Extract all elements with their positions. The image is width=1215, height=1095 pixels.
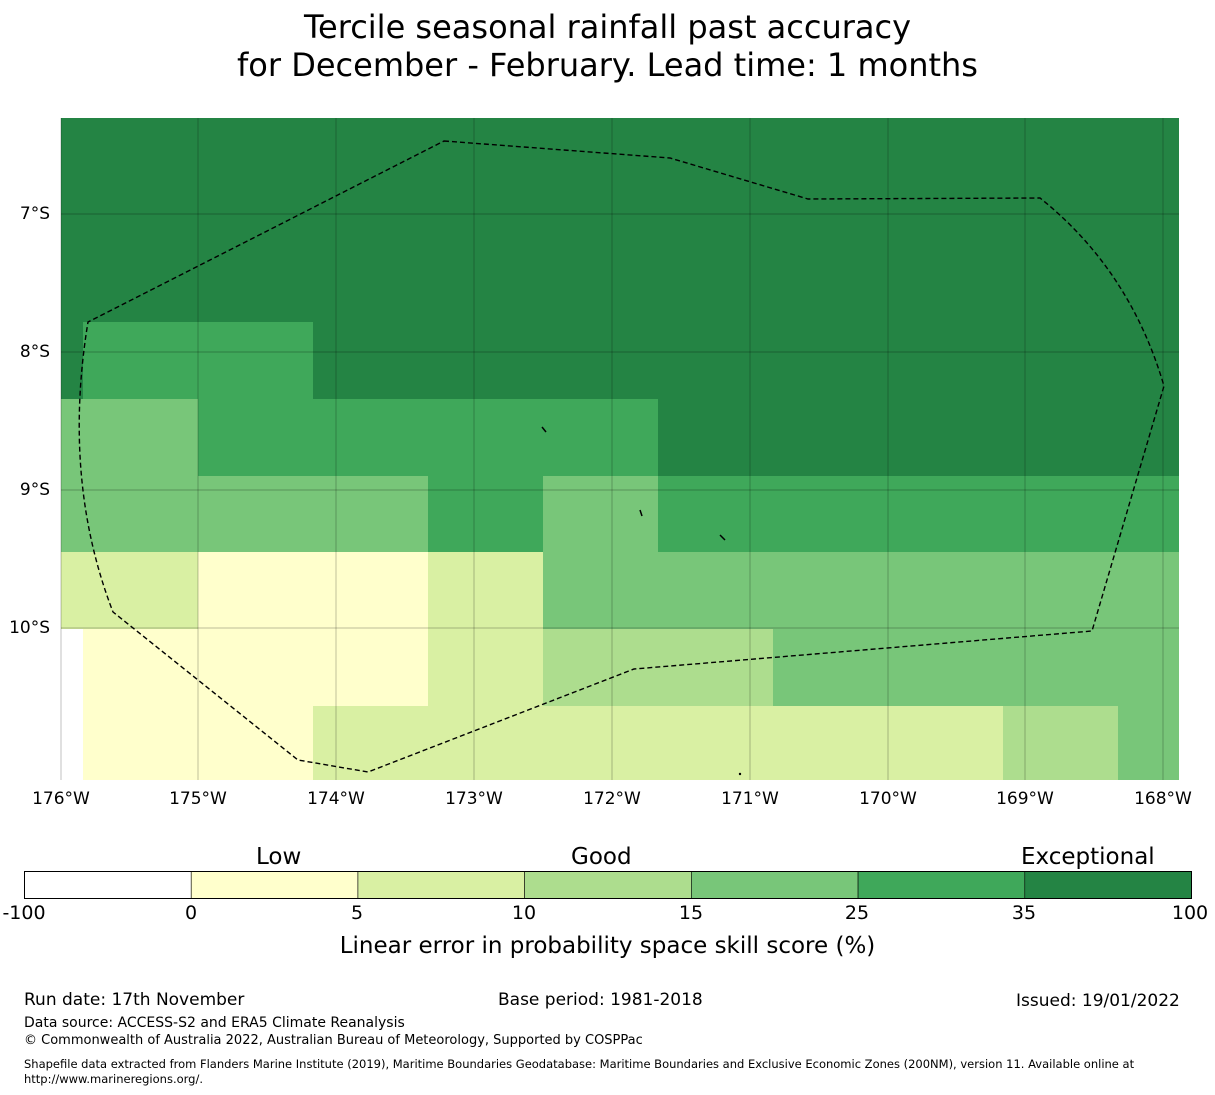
lon-tick-label: 168°W (1134, 789, 1192, 809)
lon-tick-label: 172°W (583, 789, 641, 809)
map-cell (1003, 706, 1118, 780)
colorbar-tick-label: 35 (1011, 902, 1037, 924)
lat-tick-label: 8°S (19, 342, 50, 362)
colorbar-tick-label: -100 (2, 902, 46, 924)
copyright-notice: © Commonwealth of Australia 2022, Austra… (24, 1033, 643, 1048)
lat-tick-label: 10°S (9, 618, 50, 638)
run-date: Run date: 17th November (24, 990, 245, 1010)
map-cell (1118, 706, 1179, 780)
colorbar-axis-label: Linear error in probability space skill … (339, 933, 876, 959)
map-no-data (61, 629, 83, 780)
map-gridlines (60, 118, 1179, 780)
map-cell (83, 322, 313, 400)
lon-tick-label: 170°W (859, 789, 917, 809)
chart-title-line-1: Tercile seasonal rainfall past accuracy (303, 8, 912, 46)
colorbar-tick-label: 25 (844, 902, 870, 924)
lat-tick-label: 9°S (19, 480, 50, 500)
map-cell (543, 476, 658, 629)
lon-tick-label: 171°W (721, 789, 779, 809)
colorbar-category-exceptional: Exceptional (1021, 844, 1155, 870)
island (719, 534, 726, 541)
colorbar-segment (857, 871, 1026, 899)
lon-tick-label: 169°W (996, 789, 1054, 809)
colorbar-segment (524, 871, 692, 899)
island (639, 509, 643, 517)
lon-tick-label: 176°W (32, 789, 90, 809)
island (541, 426, 547, 433)
island (738, 772, 742, 776)
colorbar-segment (691, 871, 859, 899)
eez-boundary (78, 140, 1165, 773)
map-cell (658, 552, 1179, 629)
colorbar-segment (24, 871, 192, 899)
map-cell (198, 399, 658, 477)
colorbar-segment (1024, 871, 1192, 899)
lat-tick-label: 7°S (19, 204, 50, 224)
map-cell (198, 706, 313, 780)
skill-map (60, 118, 1179, 780)
colorbar-tick-label: 15 (678, 902, 704, 924)
colorbar-tick-label: 0 (184, 902, 198, 924)
lon-tick-label: 174°W (307, 789, 365, 809)
colorbar-tick-label: 10 (511, 902, 537, 924)
map-cell (773, 629, 1179, 706)
colorbar-frame (24, 871, 1192, 899)
map-cell (198, 476, 428, 552)
map-cell (61, 552, 198, 629)
colorbar-category-low: Low (256, 844, 302, 870)
colorbar-segment (357, 871, 525, 899)
map-cell (83, 629, 198, 780)
base-period: Base period: 1981-2018 (498, 990, 703, 1010)
map-cell (313, 706, 1003, 780)
colorbar-tick-label: 100 (1171, 902, 1209, 924)
lon-tick-label: 173°W (445, 789, 503, 809)
shapefile-credit-line-2: http://www.marineregions.org/. (24, 1072, 203, 1086)
shapefile-credit-line-1: Shapefile data extracted from Flanders M… (24, 1057, 1135, 1071)
map-cell (428, 552, 543, 706)
chart-title-line-2: for December - February. Lead time: 1 mo… (237, 46, 978, 84)
colorbar (24, 871, 1192, 899)
lon-tick-label: 175°W (169, 789, 227, 809)
colorbar-tick-label: 5 (350, 902, 364, 924)
map-cell (428, 476, 543, 552)
map-cell (658, 476, 1179, 552)
colorbar-category-good: Good (571, 844, 632, 870)
colorbar-segment (190, 871, 359, 899)
map-cell (61, 399, 198, 552)
data-source: Data source: ACCESS-S2 and ERA5 Climate … (24, 1015, 405, 1031)
issued-date: Issued: 19/01/2022 (1016, 991, 1180, 1011)
map-cell (198, 552, 428, 706)
